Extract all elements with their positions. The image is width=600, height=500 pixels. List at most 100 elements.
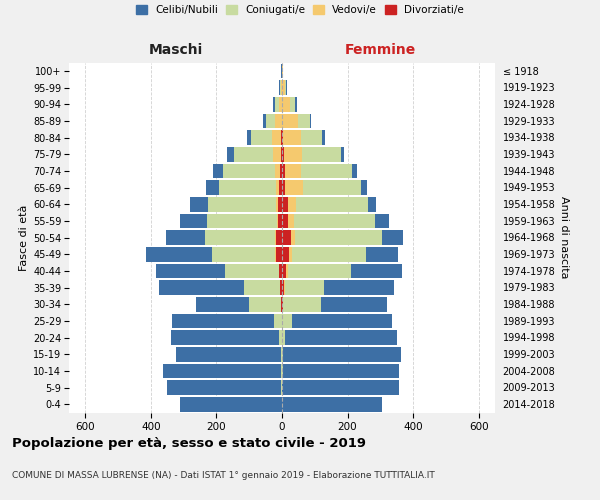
- Bar: [282, 247, 289, 262]
- Bar: [286, 80, 287, 95]
- Bar: [282, 180, 285, 195]
- Bar: [206, 180, 219, 195]
- Bar: [284, 147, 302, 162]
- Bar: [282, 64, 283, 78]
- Y-axis label: Fasce di età: Fasce di età: [19, 204, 29, 270]
- Bar: [292, 247, 365, 262]
- Bar: [263, 114, 266, 128]
- Bar: [219, 180, 276, 195]
- Bar: [272, 130, 281, 145]
- Bar: [284, 164, 301, 178]
- Bar: [247, 130, 251, 145]
- Bar: [322, 130, 325, 145]
- Bar: [273, 147, 281, 162]
- Bar: [282, 364, 283, 378]
- Bar: [166, 230, 205, 245]
- Bar: [352, 164, 357, 178]
- Bar: [282, 264, 286, 278]
- Bar: [281, 297, 282, 312]
- Bar: [223, 164, 275, 178]
- Bar: [275, 114, 282, 128]
- Bar: [284, 80, 286, 95]
- Bar: [283, 314, 292, 328]
- Bar: [284, 280, 324, 295]
- Bar: [244, 280, 280, 295]
- Bar: [282, 114, 298, 128]
- Bar: [283, 347, 401, 362]
- Bar: [283, 297, 321, 312]
- Bar: [282, 130, 283, 145]
- Bar: [281, 80, 282, 95]
- Bar: [275, 247, 276, 262]
- Bar: [285, 330, 397, 345]
- Bar: [248, 297, 281, 312]
- Bar: [278, 197, 282, 212]
- Bar: [225, 264, 279, 278]
- Bar: [361, 180, 367, 195]
- Bar: [298, 114, 310, 128]
- Bar: [276, 230, 282, 245]
- Bar: [280, 180, 282, 195]
- Text: Popolazione per età, sesso e stato civile - 2019: Popolazione per età, sesso e stato civil…: [12, 438, 366, 450]
- Text: Maschi: Maschi: [148, 44, 203, 58]
- Bar: [180, 397, 281, 411]
- Bar: [288, 214, 295, 228]
- Bar: [280, 164, 282, 178]
- Bar: [295, 214, 375, 228]
- Bar: [277, 214, 278, 228]
- Bar: [282, 347, 283, 362]
- Bar: [281, 147, 282, 162]
- Bar: [266, 114, 275, 128]
- Bar: [275, 230, 276, 245]
- Bar: [301, 130, 322, 145]
- Bar: [302, 147, 341, 162]
- Bar: [251, 130, 272, 145]
- Bar: [282, 280, 284, 295]
- Bar: [170, 330, 279, 345]
- Bar: [159, 280, 244, 295]
- Bar: [181, 214, 206, 228]
- Bar: [279, 80, 280, 95]
- Bar: [281, 347, 282, 362]
- Bar: [287, 264, 352, 278]
- Bar: [295, 230, 382, 245]
- Bar: [282, 230, 291, 245]
- Bar: [286, 264, 287, 278]
- Bar: [273, 97, 275, 112]
- Bar: [208, 197, 277, 212]
- Bar: [281, 364, 282, 378]
- Bar: [233, 147, 273, 162]
- Bar: [301, 164, 352, 178]
- Bar: [281, 380, 282, 395]
- Bar: [227, 147, 233, 162]
- Bar: [275, 164, 280, 178]
- Bar: [282, 80, 284, 95]
- Text: COMUNE DI MASSA LUBRENSE (NA) - Dati ISTAT 1° gennaio 2019 - Elaborazione TUTTIT: COMUNE DI MASSA LUBRENSE (NA) - Dati IST…: [12, 471, 435, 480]
- Bar: [290, 97, 295, 112]
- Bar: [321, 297, 386, 312]
- Bar: [283, 364, 399, 378]
- Bar: [285, 180, 304, 195]
- Bar: [190, 197, 208, 212]
- Bar: [212, 247, 275, 262]
- Legend: Celibi/Nubili, Coniugati/e, Vedovi/e, Divorziati/e: Celibi/Nubili, Coniugati/e, Vedovi/e, Di…: [136, 5, 464, 15]
- Text: Femmine: Femmine: [344, 44, 416, 58]
- Bar: [280, 264, 282, 278]
- Bar: [283, 130, 301, 145]
- Bar: [289, 247, 292, 262]
- Bar: [156, 264, 225, 278]
- Bar: [275, 97, 279, 112]
- Bar: [206, 214, 277, 228]
- Bar: [274, 314, 282, 328]
- Bar: [288, 197, 296, 212]
- Bar: [368, 197, 376, 212]
- Bar: [291, 230, 295, 245]
- Bar: [282, 97, 290, 112]
- Bar: [176, 347, 281, 362]
- Bar: [279, 97, 282, 112]
- Bar: [352, 264, 402, 278]
- Bar: [282, 147, 284, 162]
- Bar: [292, 314, 392, 328]
- Bar: [283, 380, 398, 395]
- Bar: [382, 230, 403, 245]
